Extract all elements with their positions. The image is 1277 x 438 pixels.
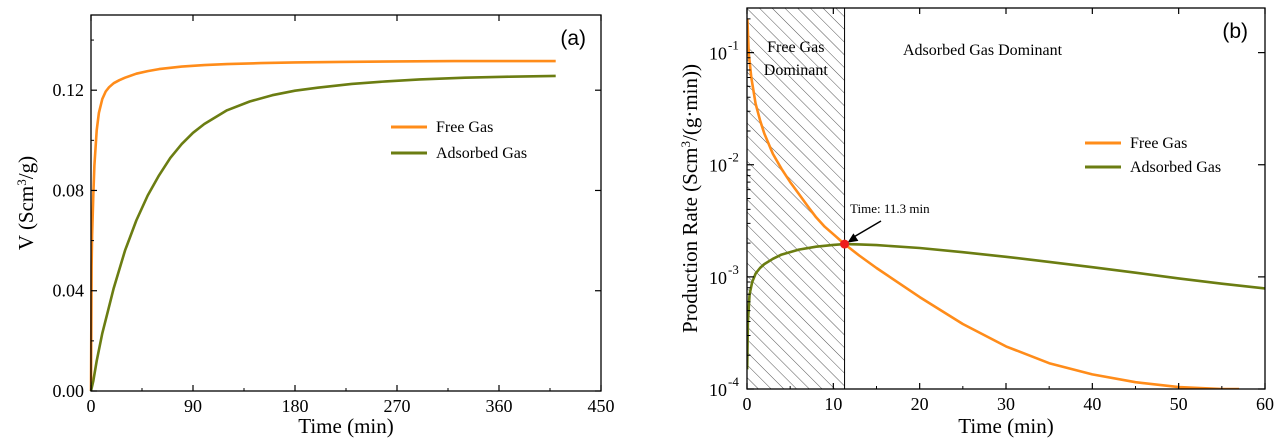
x-axis-ticks-b: 0 10 20 30 40 50 60 bbox=[743, 8, 1274, 414]
y-tick-label-b: 10 bbox=[709, 44, 727, 64]
y-tick-label-a: 0.00 bbox=[53, 381, 85, 401]
y-tick-label-exponent-b: -4 bbox=[728, 374, 739, 389]
x-axis-ticks-a: 0 90 180 270 360 450 bbox=[87, 15, 615, 416]
y-tick-label-a: 0.04 bbox=[53, 281, 85, 301]
y-axis-ticks-b: 10-410-310-210-1 bbox=[709, 18, 1265, 400]
y-tick-label-b: 10 bbox=[709, 268, 727, 288]
crossover-point-marker bbox=[840, 239, 850, 249]
legend-label-b-0: Free Gas bbox=[1130, 135, 1187, 152]
x-tick-label-b: 10 bbox=[824, 394, 842, 414]
legend-label-b-1: Adsorbed Gas bbox=[1130, 159, 1221, 176]
region-label-adsorbed-gas: Adsorbed Gas Dominant bbox=[903, 42, 1063, 59]
legend-a: Free Gas Adsorbed Gas bbox=[391, 119, 527, 162]
free-gas-dominant-region bbox=[747, 8, 845, 389]
chart-panel-a: 0 90 180 270 360 450 0.00 0.04 0.08 0.12 Time (m… bbox=[14, 14, 615, 438]
x-tick-label-a: 0 bbox=[87, 396, 96, 416]
x-tick-label-b: 60 bbox=[1256, 394, 1274, 414]
series-line-b-0 bbox=[747, 18, 1240, 389]
y-axis-title-b: Production Rate (Scm3/(g·min)) bbox=[678, 64, 702, 333]
panel-label-a: (a) bbox=[560, 27, 586, 50]
region-label-free-gas-line1: Free Gas bbox=[767, 39, 824, 56]
y-tick-label-exponent-b: -3 bbox=[728, 262, 739, 277]
y-tick-label-a: 0.08 bbox=[53, 180, 85, 200]
y-tick-label-b: 10 bbox=[709, 380, 727, 400]
y-tick-label-exponent-b: -2 bbox=[728, 150, 739, 165]
chart-panel-b: 0 10 20 30 40 50 60 10-410-310-210-1 Time (min… bbox=[678, 7, 1274, 438]
crossover-annotation: Time: 11.3 min bbox=[847, 201, 930, 243]
x-axis-title-a: Time (min) bbox=[298, 414, 393, 438]
y-axis-title-b-end: /(g·min)) bbox=[678, 64, 702, 141]
plot-area-b bbox=[747, 18, 1265, 389]
y-axis-title-a-main: V (Scm bbox=[14, 186, 38, 250]
series-line-b-1 bbox=[747, 242, 1265, 370]
legend-b: Free Gas Adsorbed Gas bbox=[1085, 135, 1221, 176]
y-axis-title-b-sup: 3 bbox=[678, 141, 693, 148]
legend-label-a-0: Free Gas bbox=[436, 119, 493, 136]
y-axis-title-b-main: Production Rate (Scm bbox=[678, 148, 702, 333]
x-tick-label-a: 90 bbox=[184, 396, 202, 416]
x-tick-label-a: 360 bbox=[486, 396, 513, 416]
x-tick-label-a: 180 bbox=[282, 396, 309, 416]
x-tick-label-a: 270 bbox=[384, 396, 411, 416]
legend-label-a-1: Adsorbed Gas bbox=[436, 145, 527, 162]
region-label-free-gas-line2: Dominant bbox=[764, 62, 829, 79]
series-line-a-1 bbox=[89, 74, 556, 392]
x-axis-title-b: Time (min) bbox=[958, 414, 1053, 438]
plot-frame-a bbox=[90, 14, 602, 392]
annotation-arrow bbox=[853, 220, 882, 238]
y-axis-title-a-end: /g) bbox=[14, 156, 38, 179]
panel-label-b: (b) bbox=[1222, 20, 1248, 43]
y-tick-label-b: 10 bbox=[709, 156, 727, 176]
series-line-a-0 bbox=[89, 59, 556, 392]
x-tick-label-b: 0 bbox=[743, 394, 752, 414]
x-tick-label-a: 450 bbox=[588, 396, 615, 416]
y-axis-title-a-sup: 3 bbox=[14, 179, 29, 186]
x-tick-label-b: 30 bbox=[997, 394, 1015, 414]
plot-area-a bbox=[89, 59, 556, 392]
y-axis-ticks-a: 0.00 0.04 0.08 0.12 bbox=[53, 39, 601, 401]
y-tick-label-a: 0.12 bbox=[53, 80, 85, 100]
y-tick-label-exponent-b: -1 bbox=[728, 38, 739, 53]
x-tick-label-b: 50 bbox=[1170, 394, 1188, 414]
y-axis-title-a: V (Scm3/g) bbox=[14, 156, 38, 250]
annotation-arrow-head bbox=[847, 233, 859, 243]
annotation-text: Time: 11.3 min bbox=[850, 201, 930, 216]
x-tick-label-b: 20 bbox=[911, 394, 929, 414]
x-tick-label-b: 40 bbox=[1083, 394, 1101, 414]
